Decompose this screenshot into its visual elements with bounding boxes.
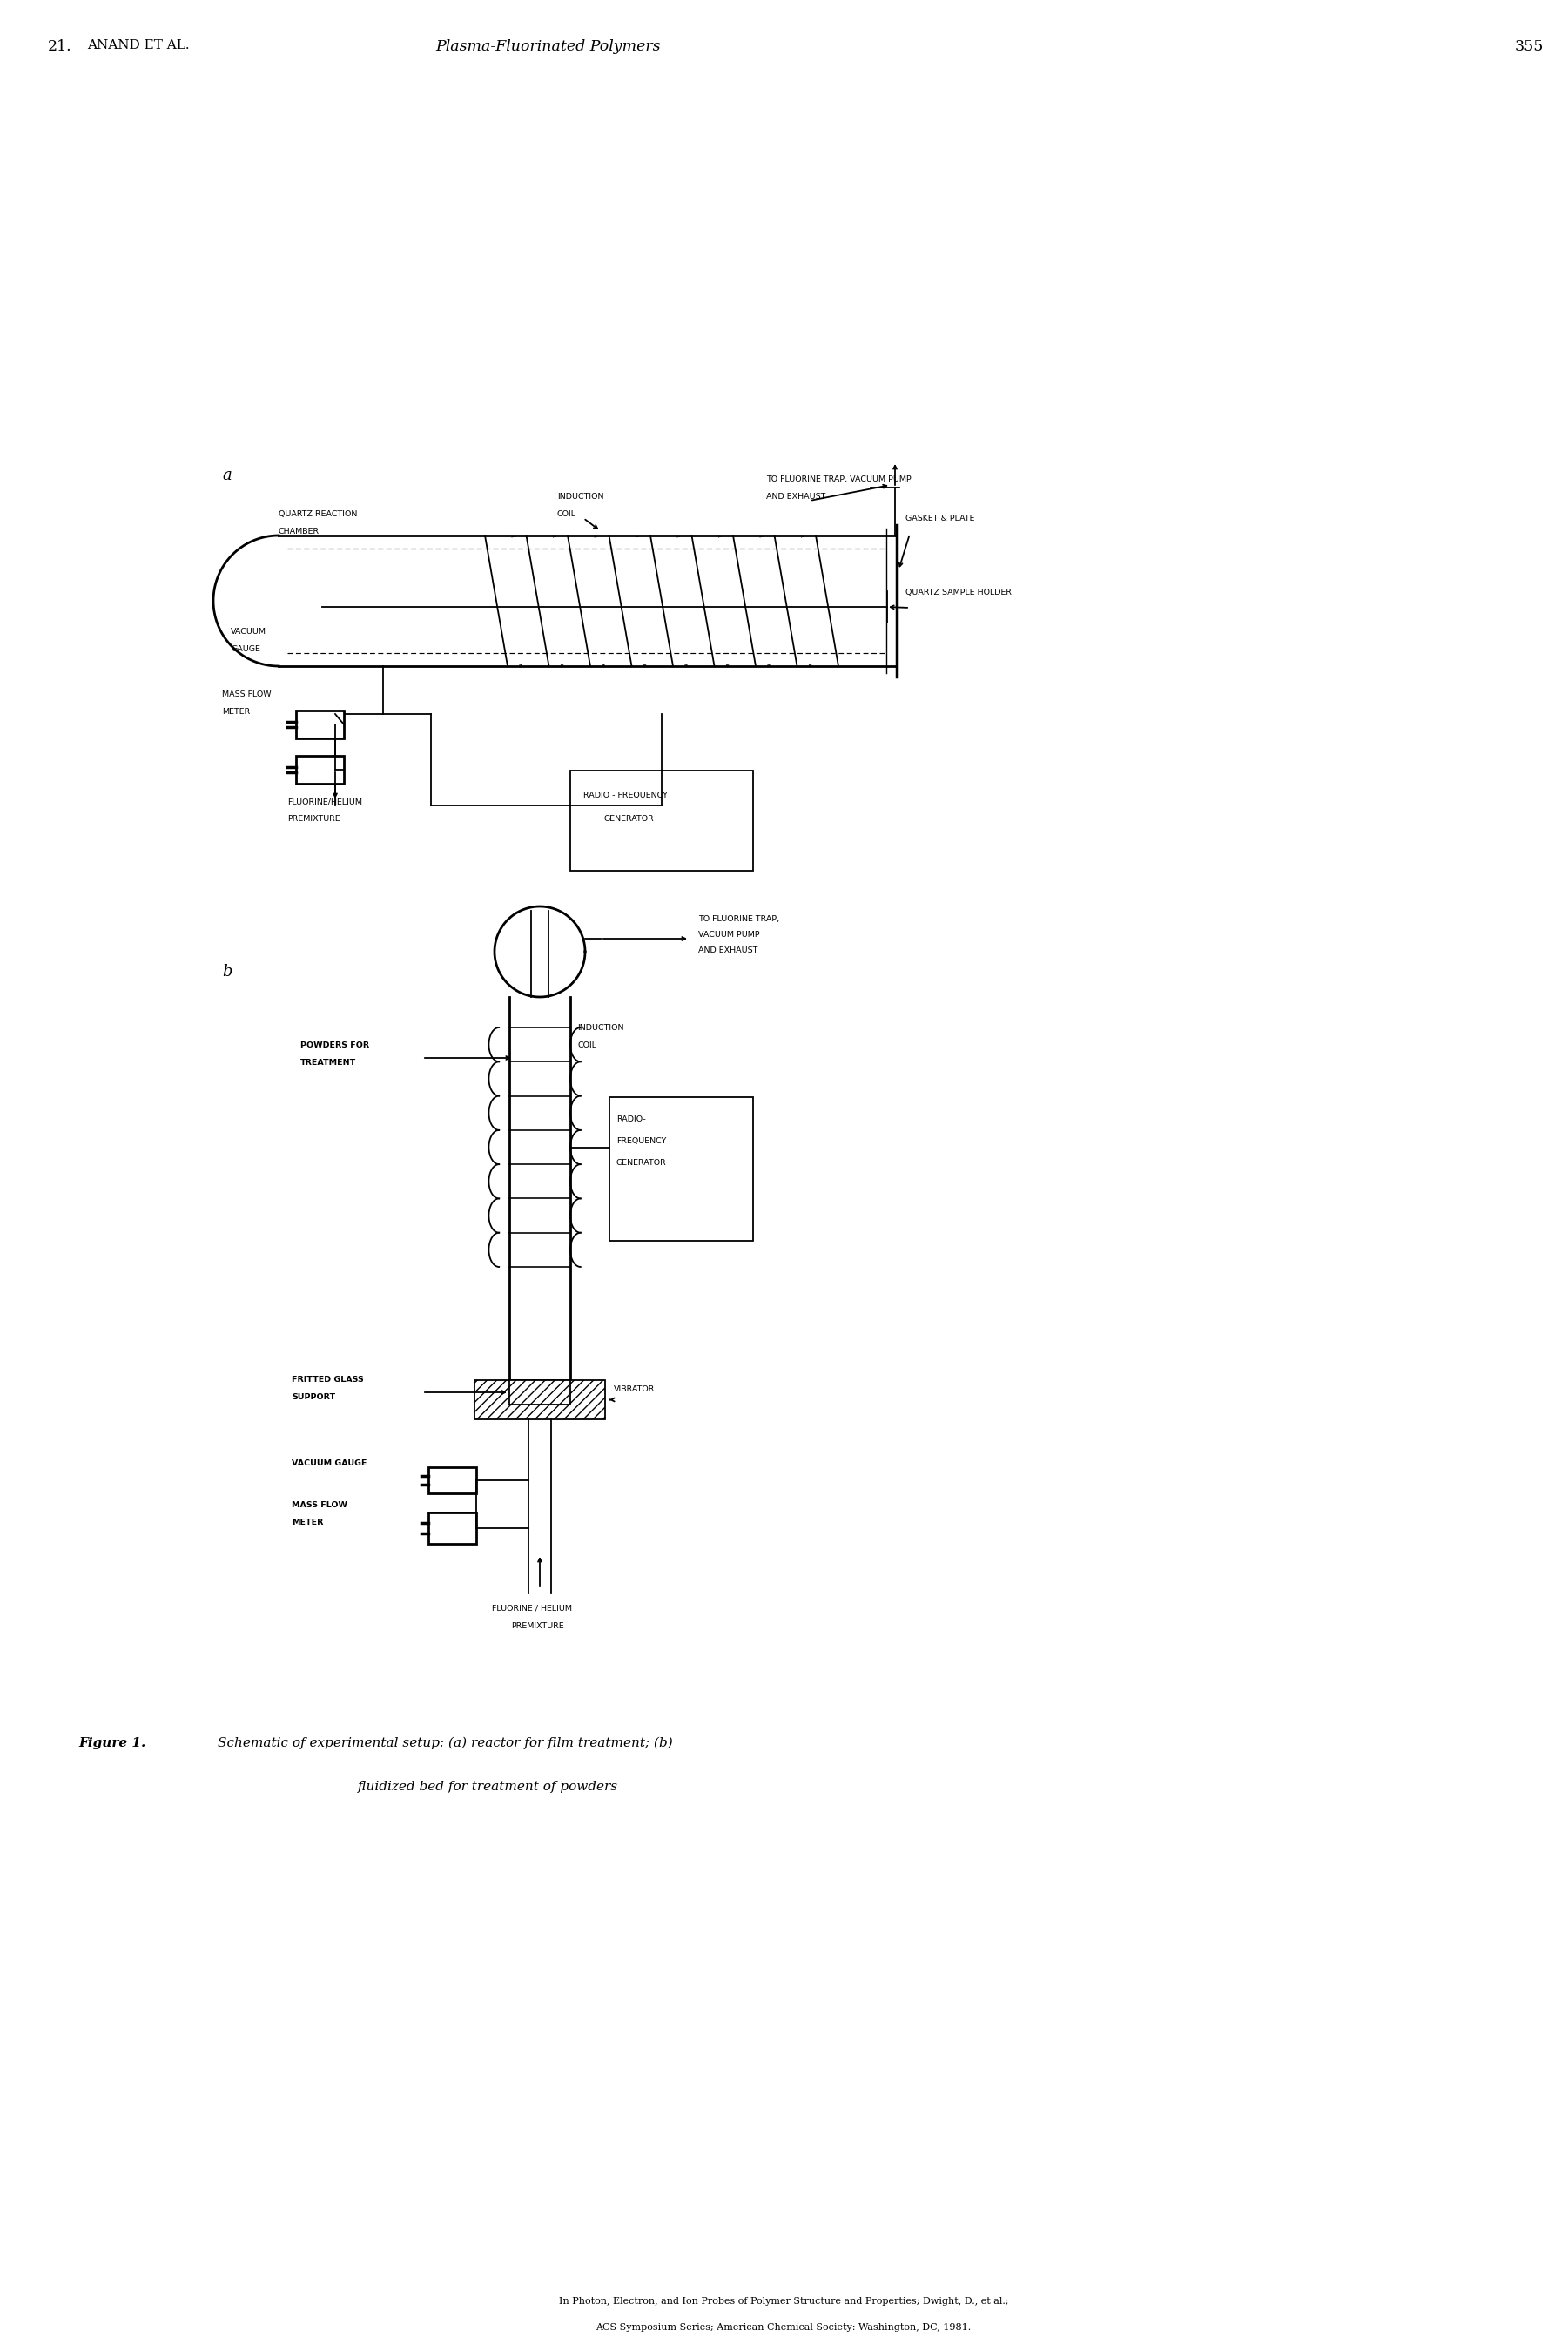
Bar	[428, 1512, 477, 1545]
Text: SUPPORT: SUPPORT	[292, 1394, 336, 1401]
Bar	[510, 1380, 571, 1404]
Text: POWDERS FOR: POWDERS FOR	[301, 1041, 368, 1049]
Text: ACS Symposium Series; American Chemical Society: Washington, DC, 1981.: ACS Symposium Series; American Chemical …	[596, 2323, 971, 2332]
Text: CHAMBER: CHAMBER	[279, 527, 320, 536]
Text: GAUGE: GAUGE	[230, 644, 260, 654]
Text: MASS FLOW: MASS FLOW	[292, 1502, 348, 1509]
Text: In Photon, Electron, and Ion Probes of Polymer Structure and Properties; Dwight,: In Photon, Electron, and Ion Probes of P…	[558, 2297, 1008, 2306]
Text: PREMIXTURE: PREMIXTURE	[287, 816, 340, 823]
Text: TO FLUORINE TRAP, VACUUM PUMP: TO FLUORINE TRAP, VACUUM PUMP	[767, 475, 911, 484]
Text: Plasma-Fluorinated Polymers: Plasma-Fluorinated Polymers	[436, 40, 660, 54]
Text: TO FLUORINE TRAP,: TO FLUORINE TRAP,	[698, 915, 779, 924]
Text: VACUUM PUMP: VACUUM PUMP	[698, 931, 760, 938]
Text: VIBRATOR: VIBRATOR	[613, 1385, 655, 1392]
Text: RADIO - FREQUENCY: RADIO - FREQUENCY	[583, 792, 668, 799]
Bar	[610, 1098, 753, 1241]
Text: COIL: COIL	[557, 510, 577, 517]
Text: a: a	[223, 468, 232, 484]
Bar	[475, 1380, 605, 1420]
Text: Figure 1.: Figure 1.	[78, 1737, 146, 1749]
Text: AND EXHAUST: AND EXHAUST	[698, 947, 757, 955]
Text: QUARTZ SAMPLE HOLDER: QUARTZ SAMPLE HOLDER	[905, 588, 1011, 597]
Text: FRITTED GLASS: FRITTED GLASS	[292, 1375, 364, 1385]
Text: MASS FLOW: MASS FLOW	[223, 691, 271, 698]
Text: FLUORINE / HELIUM: FLUORINE / HELIUM	[492, 1606, 572, 1613]
Bar	[296, 755, 343, 783]
Text: b: b	[223, 964, 232, 980]
Text: GASKET & PLATE: GASKET & PLATE	[905, 515, 975, 522]
Text: QUARTZ REACTION: QUARTZ REACTION	[279, 510, 358, 517]
Text: RADIO-: RADIO-	[616, 1114, 646, 1124]
Bar	[571, 771, 753, 870]
Text: FREQUENCY: FREQUENCY	[616, 1138, 666, 1145]
Bar	[296, 710, 343, 738]
Text: Schematic of experimental setup: (a) reactor for film treatment; (b): Schematic of experimental setup: (a) rea…	[218, 1737, 673, 1749]
Text: AND EXHAUST: AND EXHAUST	[767, 494, 826, 501]
Text: GENERATOR: GENERATOR	[616, 1159, 666, 1166]
Text: METER: METER	[223, 708, 249, 715]
Text: ANAND ET AL.: ANAND ET AL.	[88, 40, 190, 52]
Text: VACUUM GAUGE: VACUUM GAUGE	[292, 1460, 367, 1467]
Text: TREATMENT: TREATMENT	[301, 1058, 356, 1067]
Text: PREMIXTURE: PREMIXTURE	[511, 1622, 564, 1629]
Text: COIL: COIL	[577, 1041, 596, 1049]
Text: GENERATOR: GENERATOR	[604, 816, 654, 823]
Text: 21.: 21.	[49, 40, 72, 54]
Text: INDUCTION: INDUCTION	[577, 1025, 624, 1032]
Bar	[428, 1467, 477, 1493]
Text: VACUUM: VACUUM	[230, 628, 267, 635]
Text: FLUORINE/HELIUM: FLUORINE/HELIUM	[287, 797, 362, 806]
Text: INDUCTION: INDUCTION	[557, 494, 604, 501]
Text: METER: METER	[292, 1519, 323, 1526]
Text: 355: 355	[1515, 40, 1544, 54]
Text: fluidized bed for treatment of powders: fluidized bed for treatment of powders	[358, 1780, 618, 1794]
